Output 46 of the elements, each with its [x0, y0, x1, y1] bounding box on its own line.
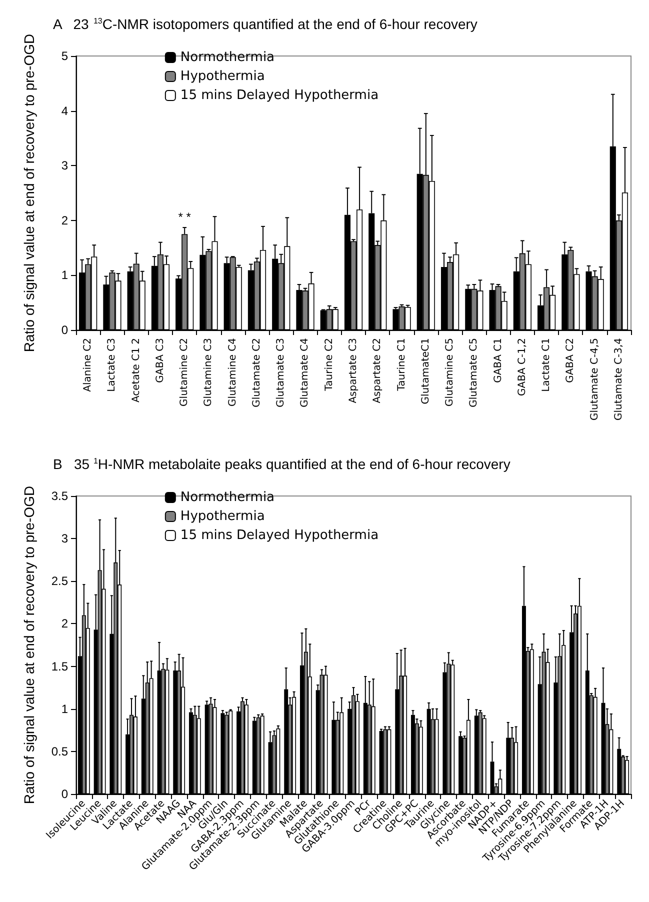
- x-tick-label: Glutamine C5: [444, 338, 456, 406]
- x-tick-label: Taurine C1: [396, 338, 408, 392]
- x-tick-label: Glutamine C2: [179, 338, 190, 406]
- x-tick-label: Aspartate C3: [348, 338, 359, 404]
- y-tick-label: 0.5: [51, 744, 68, 758]
- x-tick-label: Lactate C3: [106, 338, 118, 392]
- x-tick-label: Glutamate C4: [300, 338, 311, 408]
- x-tick-label: GABA C1: [492, 338, 504, 383]
- y-tick-label: 3.5: [51, 489, 68, 503]
- x-tick-label: Lactate C1: [541, 338, 552, 392]
- x-tick-label: GlutamateC1: [420, 338, 432, 404]
- annotation: * *: [178, 210, 192, 224]
- x-tick-label: Glutamate C-4,5: [589, 338, 600, 421]
- legend-label: Normothermia: [180, 50, 275, 65]
- x-tick-label: GABA C2: [565, 338, 576, 383]
- y-tick-label: 4: [61, 104, 68, 118]
- legend-label: Hypothermia: [180, 69, 265, 84]
- x-tick-label: Glutamine C4: [227, 338, 238, 406]
- y-tick-label: 1: [61, 702, 68, 716]
- legend-label: Normothermia: [180, 490, 275, 505]
- x-tick-label: GABA C3: [154, 338, 166, 383]
- y-tick-label: 1: [61, 268, 68, 282]
- y-tick-label: 3: [61, 158, 68, 173]
- y-tick-label: 2.5: [51, 574, 68, 588]
- y-tick-label: 1.5: [51, 659, 68, 674]
- x-tick-label: Glutamate C3: [276, 338, 287, 408]
- x-tick-label: GABA C-1,2: [516, 338, 528, 396]
- x-tick-label: Glutamate C5: [468, 338, 480, 408]
- x-tick-label: Aspartate C2: [372, 338, 384, 404]
- y-tick-label: 2: [61, 616, 68, 631]
- y-tick-label: 5: [61, 49, 68, 63]
- legend-label: Hypothermia: [180, 509, 265, 524]
- x-tick-label: Glutamate C2: [251, 338, 262, 408]
- x-tick-label: Glutamine C3: [203, 338, 214, 406]
- legend-label: 15 mins Delayed Hypothermia: [180, 88, 379, 103]
- x-tick-label: Acetate C1 2: [130, 338, 142, 403]
- legend-label: 15 mins Delayed Hypothermia: [180, 528, 379, 543]
- y-axis-title: Ratio of signal value at end of recovery to pre-OGD: [21, 486, 37, 804]
- y-tick-label: 2: [61, 213, 68, 228]
- y-tick-label: 0: [61, 787, 68, 801]
- y-axis-title: Ratio of signal value at end of recovery to pre-OGD: [21, 34, 37, 352]
- y-tick-label: 0: [61, 323, 68, 337]
- x-tick-label: Taurine C2: [324, 338, 335, 392]
- x-tick-label: Glutamate C-3,4: [613, 338, 624, 421]
- x-tick-label: Alanine C2: [82, 338, 94, 392]
- y-tick-label: 3: [61, 532, 68, 546]
